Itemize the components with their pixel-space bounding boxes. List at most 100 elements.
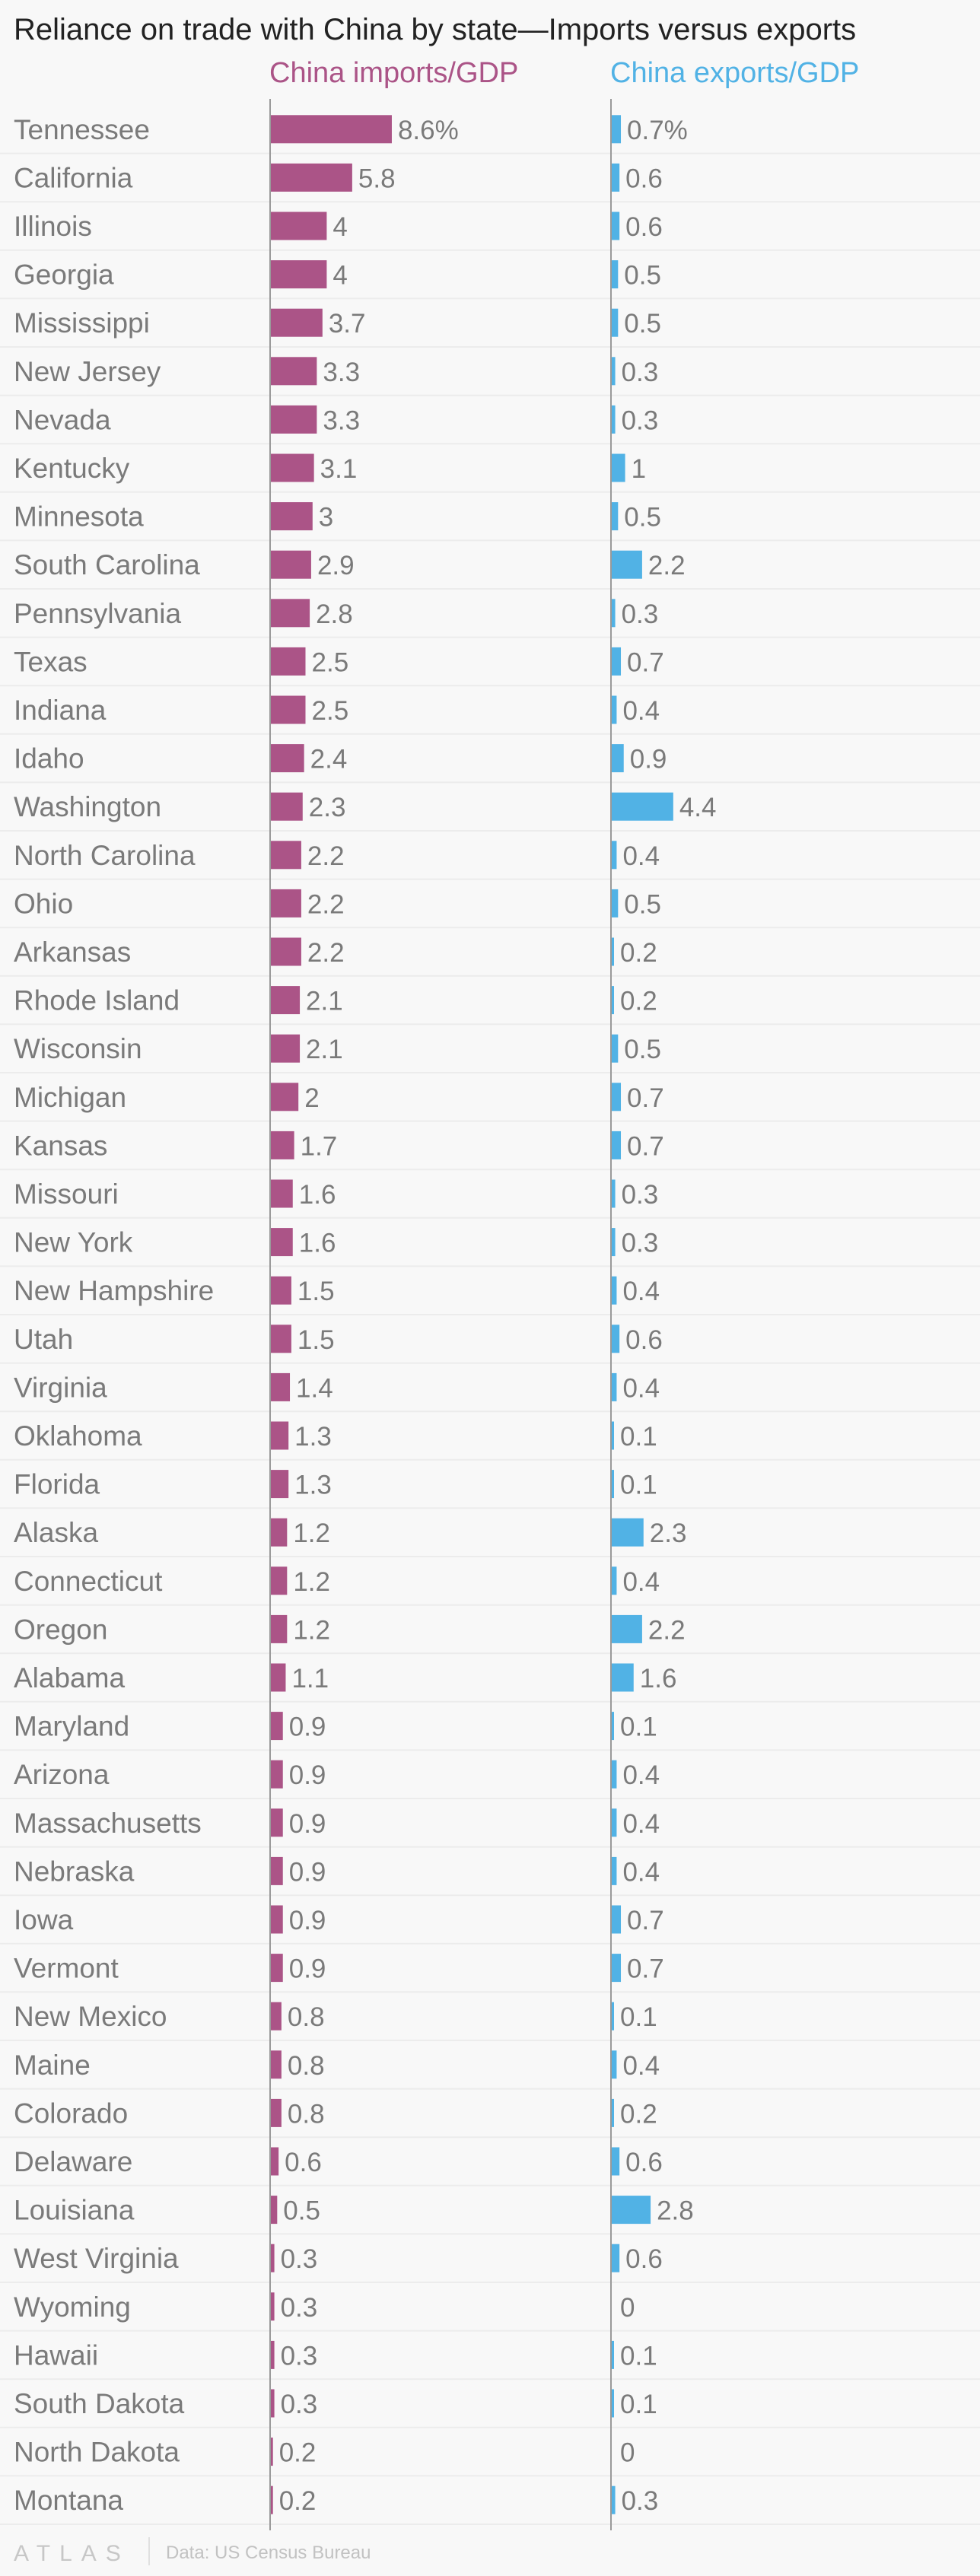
state-label-kansas: Kansas (14, 1130, 107, 1161)
exports-value-georgia: 0.5 (624, 261, 661, 291)
exports-value-missouri: 0.3 (622, 1180, 659, 1210)
state-label-west-virginia: West Virginia (14, 2243, 179, 2274)
imports-value-oregon: 1.2 (293, 1615, 330, 1645)
imports-value-arkansas: 2.2 (307, 938, 345, 968)
state-label-new-hampshire: New Hampshire (14, 1275, 214, 1306)
imports-bar-massachusetts (270, 1808, 283, 1837)
state-label-florida: Florida (14, 1469, 100, 1500)
exports-value-south-dakota: 0.1 (620, 2390, 657, 2419)
imports-bar-montana (270, 2485, 273, 2514)
imports-value-connecticut: 1.2 (293, 1567, 330, 1597)
exports-bar-arizona (611, 1760, 617, 1789)
state-label-wisconsin: Wisconsin (14, 1033, 142, 1064)
state-label-idaho: Idaho (14, 743, 84, 774)
chart-title: Reliance on trade with China by state—Im… (14, 13, 856, 46)
exports-value-ohio: 0.5 (624, 889, 661, 919)
imports-bar-washington (270, 792, 303, 821)
exports-bar-kentucky (611, 453, 625, 482)
exports-value-pennsylvania: 0.3 (622, 599, 659, 629)
imports-value-new-jersey: 3.3 (323, 358, 360, 387)
imports-value-north-carolina: 2.2 (307, 841, 345, 871)
exports-value-arkansas: 0.2 (620, 938, 657, 968)
exports-value-minnesota: 0.5 (624, 503, 661, 533)
imports-bar-maryland (270, 1712, 283, 1741)
state-label-north-dakota: North Dakota (14, 2437, 180, 2468)
exports-value-nebraska: 0.4 (622, 1857, 660, 1887)
imports-bar-vermont (270, 1954, 283, 1983)
imports-bar-tennessee (270, 115, 392, 144)
state-label-kentucky: Kentucky (14, 453, 130, 484)
exports-bar-iowa (611, 1905, 622, 1934)
imports-bar-kentucky (270, 453, 314, 482)
imports-value-texas: 2.5 (312, 647, 349, 677)
imports-value-hawaii: 0.3 (281, 2341, 318, 2371)
imports-bar-west-virginia (270, 2244, 275, 2272)
exports-value-west-virginia: 0.6 (625, 2244, 663, 2274)
exports-bar-vermont (611, 1954, 622, 1983)
exports-bar-ohio (611, 889, 619, 918)
imports-value-alaska: 1.2 (293, 1519, 330, 1548)
exports-value-north-dakota: 0 (620, 2438, 635, 2468)
imports-value-mississippi: 3.7 (329, 309, 366, 339)
exports-bar-oregon (611, 1614, 642, 1643)
exports-bar-indiana (611, 695, 617, 724)
imports-bar-texas (270, 647, 306, 676)
imports-bar-oklahoma (270, 1421, 289, 1450)
state-label-south-carolina: South Carolina (14, 549, 200, 580)
imports-bar-oregon (270, 1614, 288, 1643)
imports-value-maine: 0.8 (288, 2051, 325, 2081)
state-label-georgia: Georgia (14, 259, 114, 291)
imports-value-missouri: 1.6 (299, 1180, 336, 1210)
state-label-arizona: Arizona (14, 1759, 110, 1790)
imports-bar-arizona (270, 1760, 283, 1789)
imports-value-west-virginia: 0.3 (281, 2244, 318, 2274)
exports-value-washington: 4.4 (679, 793, 717, 822)
exports-bar-delaware (611, 2147, 620, 2176)
exports-value-indiana: 0.4 (622, 696, 660, 726)
imports-bar-virginia (270, 1372, 291, 1401)
exports-value-arizona: 0.4 (622, 1760, 660, 1790)
exports-bar-louisiana (611, 2196, 651, 2225)
exports-bar-new-jersey (611, 357, 616, 386)
imports-bar-south-carolina (270, 550, 311, 579)
imports-value-iowa: 0.9 (289, 1906, 326, 1935)
imports-bar-new-mexico (270, 2002, 282, 2031)
state-label-vermont: Vermont (14, 1953, 119, 1984)
imports-value-michigan: 2 (304, 1083, 319, 1113)
exports-bar-wisconsin (611, 1034, 619, 1063)
exports-value-iowa: 0.7 (627, 1906, 664, 1935)
imports-bar-alabama (270, 1663, 286, 1692)
exports-value-michigan: 0.7 (627, 1083, 664, 1113)
imports-bar-michigan (270, 1083, 299, 1111)
exports-value-new-jersey: 0.3 (622, 358, 659, 387)
exports-value-wisconsin: 0.5 (624, 1035, 661, 1064)
exports-value-maryland: 0.1 (620, 1713, 657, 1742)
state-label-montana: Montana (14, 2485, 123, 2516)
imports-bar-connecticut (270, 1566, 288, 1595)
imports-bar-hawaii (270, 2340, 275, 2369)
imports-value-south-carolina: 2.9 (317, 551, 355, 580)
state-label-ohio: Ohio (14, 888, 73, 919)
imports-bar-georgia (270, 260, 327, 289)
exports-bar-illinois (611, 211, 620, 240)
state-label-michigan: Michigan (14, 1082, 126, 1113)
imports-bar-delaware (270, 2147, 279, 2176)
exports-value-alabama: 1.6 (640, 1664, 677, 1693)
state-label-arkansas: Arkansas (14, 937, 131, 968)
imports-value-north-dakota: 0.2 (279, 2438, 317, 2468)
imports-value-indiana: 2.5 (312, 696, 349, 726)
state-label-maine: Maine (14, 2050, 91, 2081)
imports-bar-utah (270, 1325, 291, 1353)
exports-bar-colorado (611, 2098, 614, 2127)
exports-bar-west-virginia (611, 2244, 620, 2272)
imports-column-header: China imports/GDP (269, 57, 518, 89)
exports-value-kansas: 0.7 (627, 1131, 664, 1161)
exports-bar-nebraska (611, 1856, 617, 1885)
exports-value-colorado: 0.2 (620, 2099, 657, 2129)
imports-value-louisiana: 0.5 (283, 2196, 320, 2226)
imports-value-massachusetts: 0.9 (289, 1809, 326, 1839)
exports-value-texas: 0.7 (627, 647, 664, 677)
imports-bar-rhode-island (270, 986, 301, 1015)
exports-value-new-hampshire: 0.4 (622, 1277, 660, 1306)
imports-value-illinois: 4 (332, 212, 347, 242)
